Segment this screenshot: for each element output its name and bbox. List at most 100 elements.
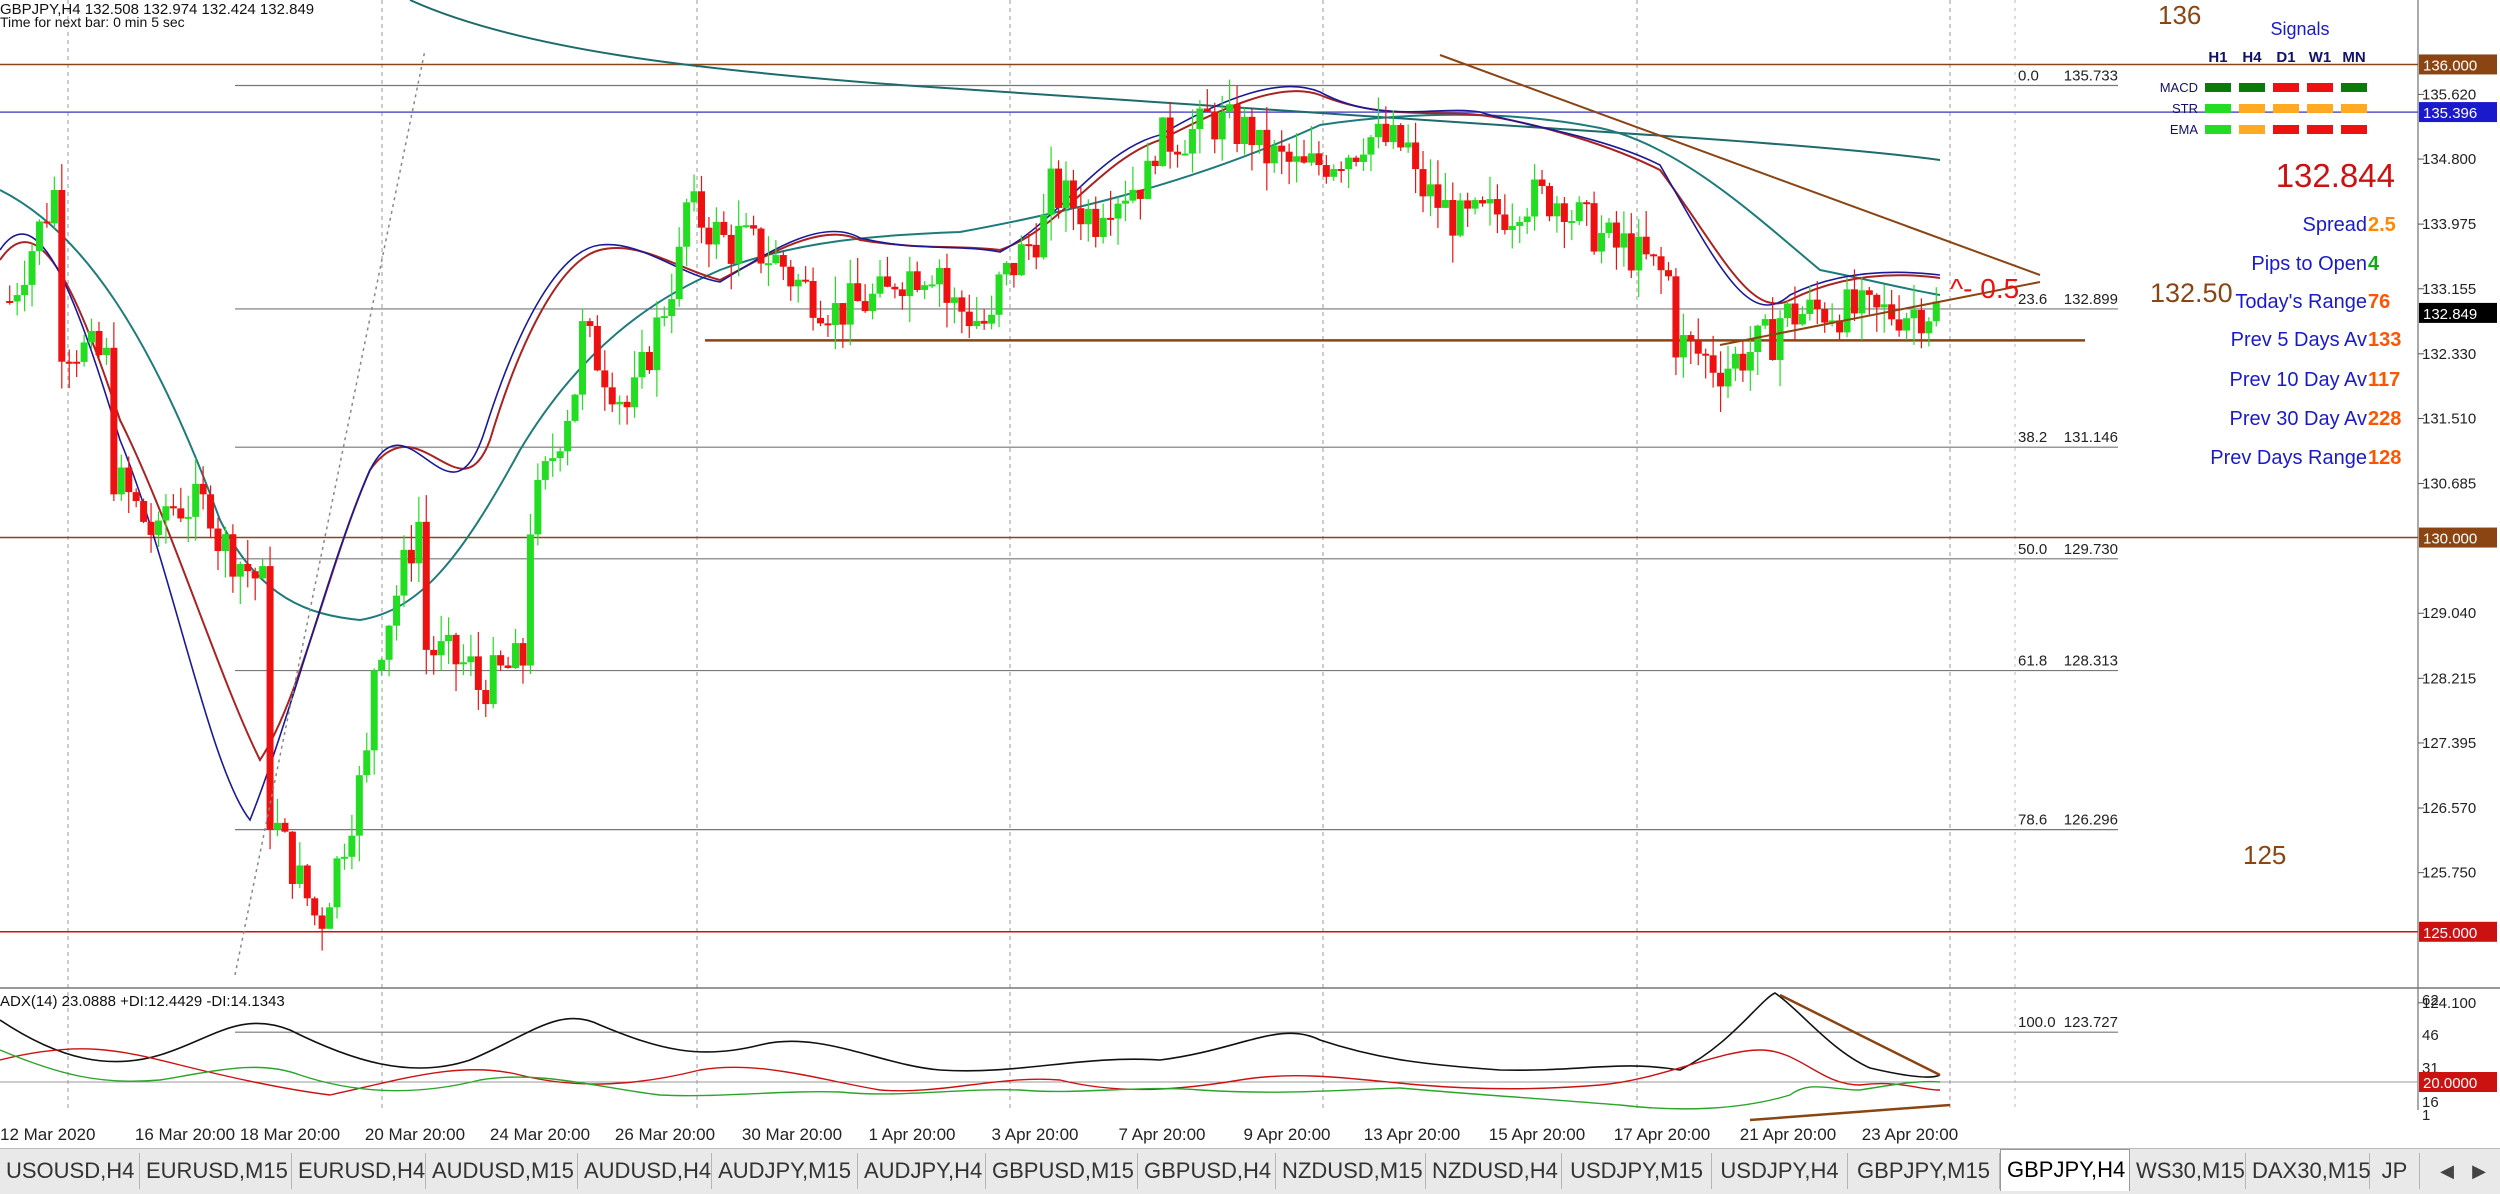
price-candle[interactable] [1627,213,1635,279]
chart-tab[interactable]: NZDUSD,M15 [1276,1153,1426,1189]
price-candle[interactable] [184,495,192,543]
price-candle[interactable] [742,213,750,229]
price-candle[interactable] [712,207,720,259]
price-candle[interactable] [21,260,29,312]
price-candle[interactable] [846,259,854,346]
dotted-trendline[interactable] [234,49,426,976]
price-candle[interactable] [1077,186,1085,241]
price-candle[interactable] [549,433,557,477]
price-candle[interactable] [88,318,96,349]
price-candle[interactable] [660,306,668,327]
price-candle[interactable] [802,266,810,284]
price-candle[interactable] [1107,190,1115,236]
price-candle[interactable] [1560,197,1568,249]
price-candle[interactable] [1255,129,1263,154]
price-candle[interactable] [697,175,705,244]
price-candle[interactable] [192,458,200,541]
price-candle[interactable] [772,240,780,265]
price-candle[interactable] [43,202,51,228]
price-candle[interactable] [1880,284,1888,333]
price-candle[interactable] [13,282,21,316]
price-candle[interactable] [177,487,185,523]
price-candle[interactable] [1590,191,1598,255]
price-candle[interactable] [1850,269,1858,321]
price-candle[interactable] [735,200,743,277]
price-candle[interactable] [311,896,319,926]
price-candle[interactable] [1873,293,1881,332]
price-candle[interactable] [690,174,698,212]
price-candle[interactable] [1917,298,1925,349]
price-candle[interactable] [1657,246,1665,294]
price-candle[interactable] [1553,195,1561,233]
price-candle[interactable] [236,561,244,604]
price-candle[interactable] [1545,182,1553,222]
price-candle[interactable] [631,351,639,418]
adx-upper-trendline[interactable] [1779,993,1941,1077]
price-candle[interactable] [675,227,683,307]
price-candle[interactable] [266,546,274,850]
price-candle[interactable] [883,256,891,288]
price-candle[interactable] [259,558,267,580]
price-candle[interactable] [1575,196,1583,226]
price-candle[interactable] [1010,262,1018,288]
price-candle[interactable] [1404,124,1412,153]
price-candle[interactable] [65,349,73,389]
price-candle[interactable] [385,624,393,677]
price-candle[interactable] [1174,144,1182,168]
price-candle[interactable] [326,902,334,929]
price-candle[interactable] [6,285,14,305]
price-candle[interactable] [1620,211,1628,267]
price-candle[interactable] [1858,277,1866,341]
price-candle[interactable] [95,321,103,360]
price-candle[interactable] [1516,216,1524,244]
price-candle[interactable] [1389,110,1397,149]
price-candle[interactable] [1233,85,1241,153]
price-candle[interactable] [1017,235,1025,276]
price-candle[interactable] [430,636,438,675]
price-candle[interactable] [1709,335,1717,388]
price-candle[interactable] [274,798,282,837]
price-candle[interactable] [482,679,490,717]
chart-tab[interactable]: AUDUSD,H4 [578,1153,712,1189]
price-candle[interactable] [928,275,936,288]
price-candle[interactable] [950,287,958,324]
price-candle[interactable] [1672,268,1680,376]
price-candle[interactable] [50,176,58,229]
price-candle[interactable] [1925,317,1933,347]
price-candle[interactable] [422,495,430,675]
price-candle[interactable] [720,211,728,238]
price-candle[interactable] [1798,306,1806,326]
price-candle[interactable] [1181,139,1189,156]
price-candle[interactable] [936,259,944,307]
chart-tab[interactable]: AUDUSD,M15 [426,1153,578,1189]
price-candle[interactable] [541,456,549,490]
price-candle[interactable] [526,513,534,675]
price-candle[interactable] [1263,107,1271,191]
price-candle[interactable] [1322,155,1330,184]
price-candle[interactable] [348,814,356,870]
price-candle[interactable] [1040,193,1048,260]
price-candle[interactable] [512,628,520,669]
price-candle[interactable] [906,256,914,323]
price-candle[interactable] [1099,203,1107,244]
price-candle[interactable] [898,282,906,310]
price-candle[interactable] [154,511,162,548]
price-candle[interactable] [965,294,973,338]
price-candle[interactable] [831,276,839,350]
price-candle[interactable] [1932,287,1940,327]
price-candle[interactable] [809,267,817,331]
price-candle[interactable] [110,322,118,501]
price-candle[interactable] [578,308,586,410]
chart-tab[interactable]: WS30,M15 [2130,1153,2246,1189]
price-candle[interactable] [794,273,802,303]
price-candle[interactable] [1642,211,1650,260]
price-candle[interactable] [861,284,869,313]
chart-tab[interactable]: DAX30,M15 [2246,1153,2371,1189]
price-candle[interactable] [117,454,125,501]
price-candle[interactable] [1374,97,1382,149]
price-candle[interactable] [645,346,653,374]
price-candle[interactable] [1151,155,1159,175]
price-candle[interactable] [668,273,676,334]
price-candle[interactable] [1092,196,1100,248]
price-candle[interactable] [1635,219,1643,298]
